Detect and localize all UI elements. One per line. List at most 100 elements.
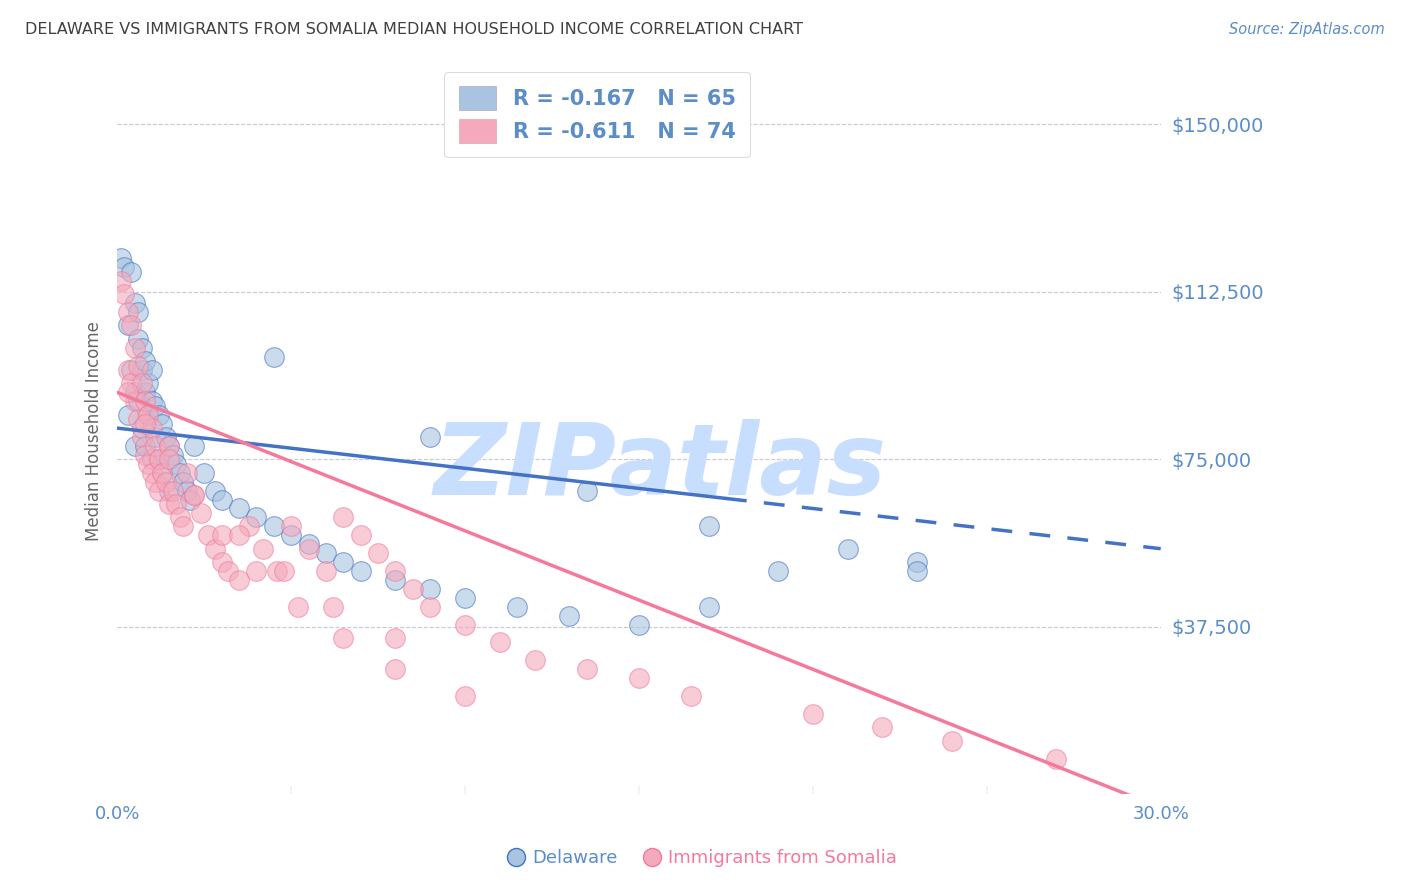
Point bbox=[127, 305, 149, 319]
Point bbox=[454, 689, 477, 703]
Point bbox=[172, 519, 194, 533]
Point bbox=[148, 483, 170, 498]
Point bbox=[138, 408, 160, 422]
Point bbox=[112, 260, 135, 275]
Point bbox=[627, 671, 650, 685]
Point bbox=[332, 555, 354, 569]
Point bbox=[905, 555, 928, 569]
Point bbox=[350, 528, 373, 542]
Point bbox=[131, 341, 153, 355]
Point bbox=[384, 564, 406, 578]
Point bbox=[124, 439, 146, 453]
Point bbox=[872, 720, 894, 734]
Point bbox=[204, 483, 226, 498]
Point bbox=[117, 318, 139, 333]
Point bbox=[141, 421, 163, 435]
Point bbox=[218, 564, 240, 578]
Point bbox=[252, 541, 274, 556]
Point bbox=[141, 466, 163, 480]
Point bbox=[124, 394, 146, 409]
Point bbox=[134, 385, 156, 400]
Point bbox=[131, 376, 153, 391]
Point bbox=[454, 617, 477, 632]
Point bbox=[419, 599, 441, 614]
Text: DELAWARE VS IMMIGRANTS FROM SOMALIA MEDIAN HOUSEHOLD INCOME CORRELATION CHART: DELAWARE VS IMMIGRANTS FROM SOMALIA MEDI… bbox=[25, 22, 803, 37]
Legend: Delaware, Immigrants from Somalia: Delaware, Immigrants from Somalia bbox=[502, 842, 904, 874]
Point bbox=[165, 457, 187, 471]
Point bbox=[148, 408, 170, 422]
Point bbox=[169, 466, 191, 480]
Point bbox=[263, 519, 285, 533]
Point bbox=[141, 363, 163, 377]
Point bbox=[681, 689, 703, 703]
Point bbox=[155, 430, 177, 444]
Y-axis label: Median Household Income: Median Household Income bbox=[86, 321, 103, 541]
Point bbox=[117, 305, 139, 319]
Point bbox=[266, 564, 288, 578]
Point bbox=[117, 363, 139, 377]
Point bbox=[297, 537, 319, 551]
Point bbox=[228, 573, 250, 587]
Point bbox=[138, 457, 160, 471]
Point bbox=[766, 564, 789, 578]
Point bbox=[575, 662, 598, 676]
Point bbox=[280, 519, 302, 533]
Point bbox=[157, 452, 180, 467]
Point bbox=[165, 497, 187, 511]
Point bbox=[384, 631, 406, 645]
Point bbox=[117, 385, 139, 400]
Point bbox=[204, 541, 226, 556]
Point bbox=[157, 497, 180, 511]
Point bbox=[124, 385, 146, 400]
Point bbox=[145, 399, 167, 413]
Point bbox=[124, 296, 146, 310]
Point bbox=[157, 439, 180, 453]
Text: Source: ZipAtlas.com: Source: ZipAtlas.com bbox=[1229, 22, 1385, 37]
Point bbox=[402, 582, 425, 596]
Point bbox=[120, 265, 142, 279]
Point bbox=[157, 483, 180, 498]
Point bbox=[112, 287, 135, 301]
Point bbox=[162, 448, 184, 462]
Point bbox=[263, 350, 285, 364]
Point bbox=[297, 541, 319, 556]
Point bbox=[183, 488, 205, 502]
Point bbox=[905, 564, 928, 578]
Point bbox=[134, 354, 156, 368]
Point bbox=[110, 274, 132, 288]
Point bbox=[162, 483, 184, 498]
Point bbox=[145, 430, 167, 444]
Point bbox=[332, 510, 354, 524]
Point bbox=[350, 564, 373, 578]
Point bbox=[120, 363, 142, 377]
Point bbox=[697, 599, 720, 614]
Point bbox=[287, 599, 309, 614]
Point bbox=[155, 475, 177, 489]
Point bbox=[454, 591, 477, 605]
Point bbox=[152, 466, 174, 480]
Point bbox=[141, 394, 163, 409]
Point bbox=[801, 706, 824, 721]
Point bbox=[419, 430, 441, 444]
Point bbox=[131, 421, 153, 435]
Point bbox=[117, 408, 139, 422]
Point bbox=[238, 519, 260, 533]
Point bbox=[124, 341, 146, 355]
Point bbox=[131, 363, 153, 377]
Point bbox=[148, 452, 170, 467]
Point bbox=[273, 564, 295, 578]
Point bbox=[179, 492, 201, 507]
Point bbox=[127, 394, 149, 409]
Point bbox=[183, 439, 205, 453]
Point bbox=[183, 488, 205, 502]
Point bbox=[157, 439, 180, 453]
Point bbox=[176, 483, 198, 498]
Point bbox=[134, 439, 156, 453]
Point bbox=[367, 546, 389, 560]
Point bbox=[120, 318, 142, 333]
Point bbox=[110, 252, 132, 266]
Point bbox=[384, 573, 406, 587]
Point bbox=[1045, 751, 1067, 765]
Legend: R = -0.167   N = 65, R = -0.611   N = 74: R = -0.167 N = 65, R = -0.611 N = 74 bbox=[444, 71, 751, 157]
Text: ZIPatlas: ZIPatlas bbox=[433, 419, 886, 516]
